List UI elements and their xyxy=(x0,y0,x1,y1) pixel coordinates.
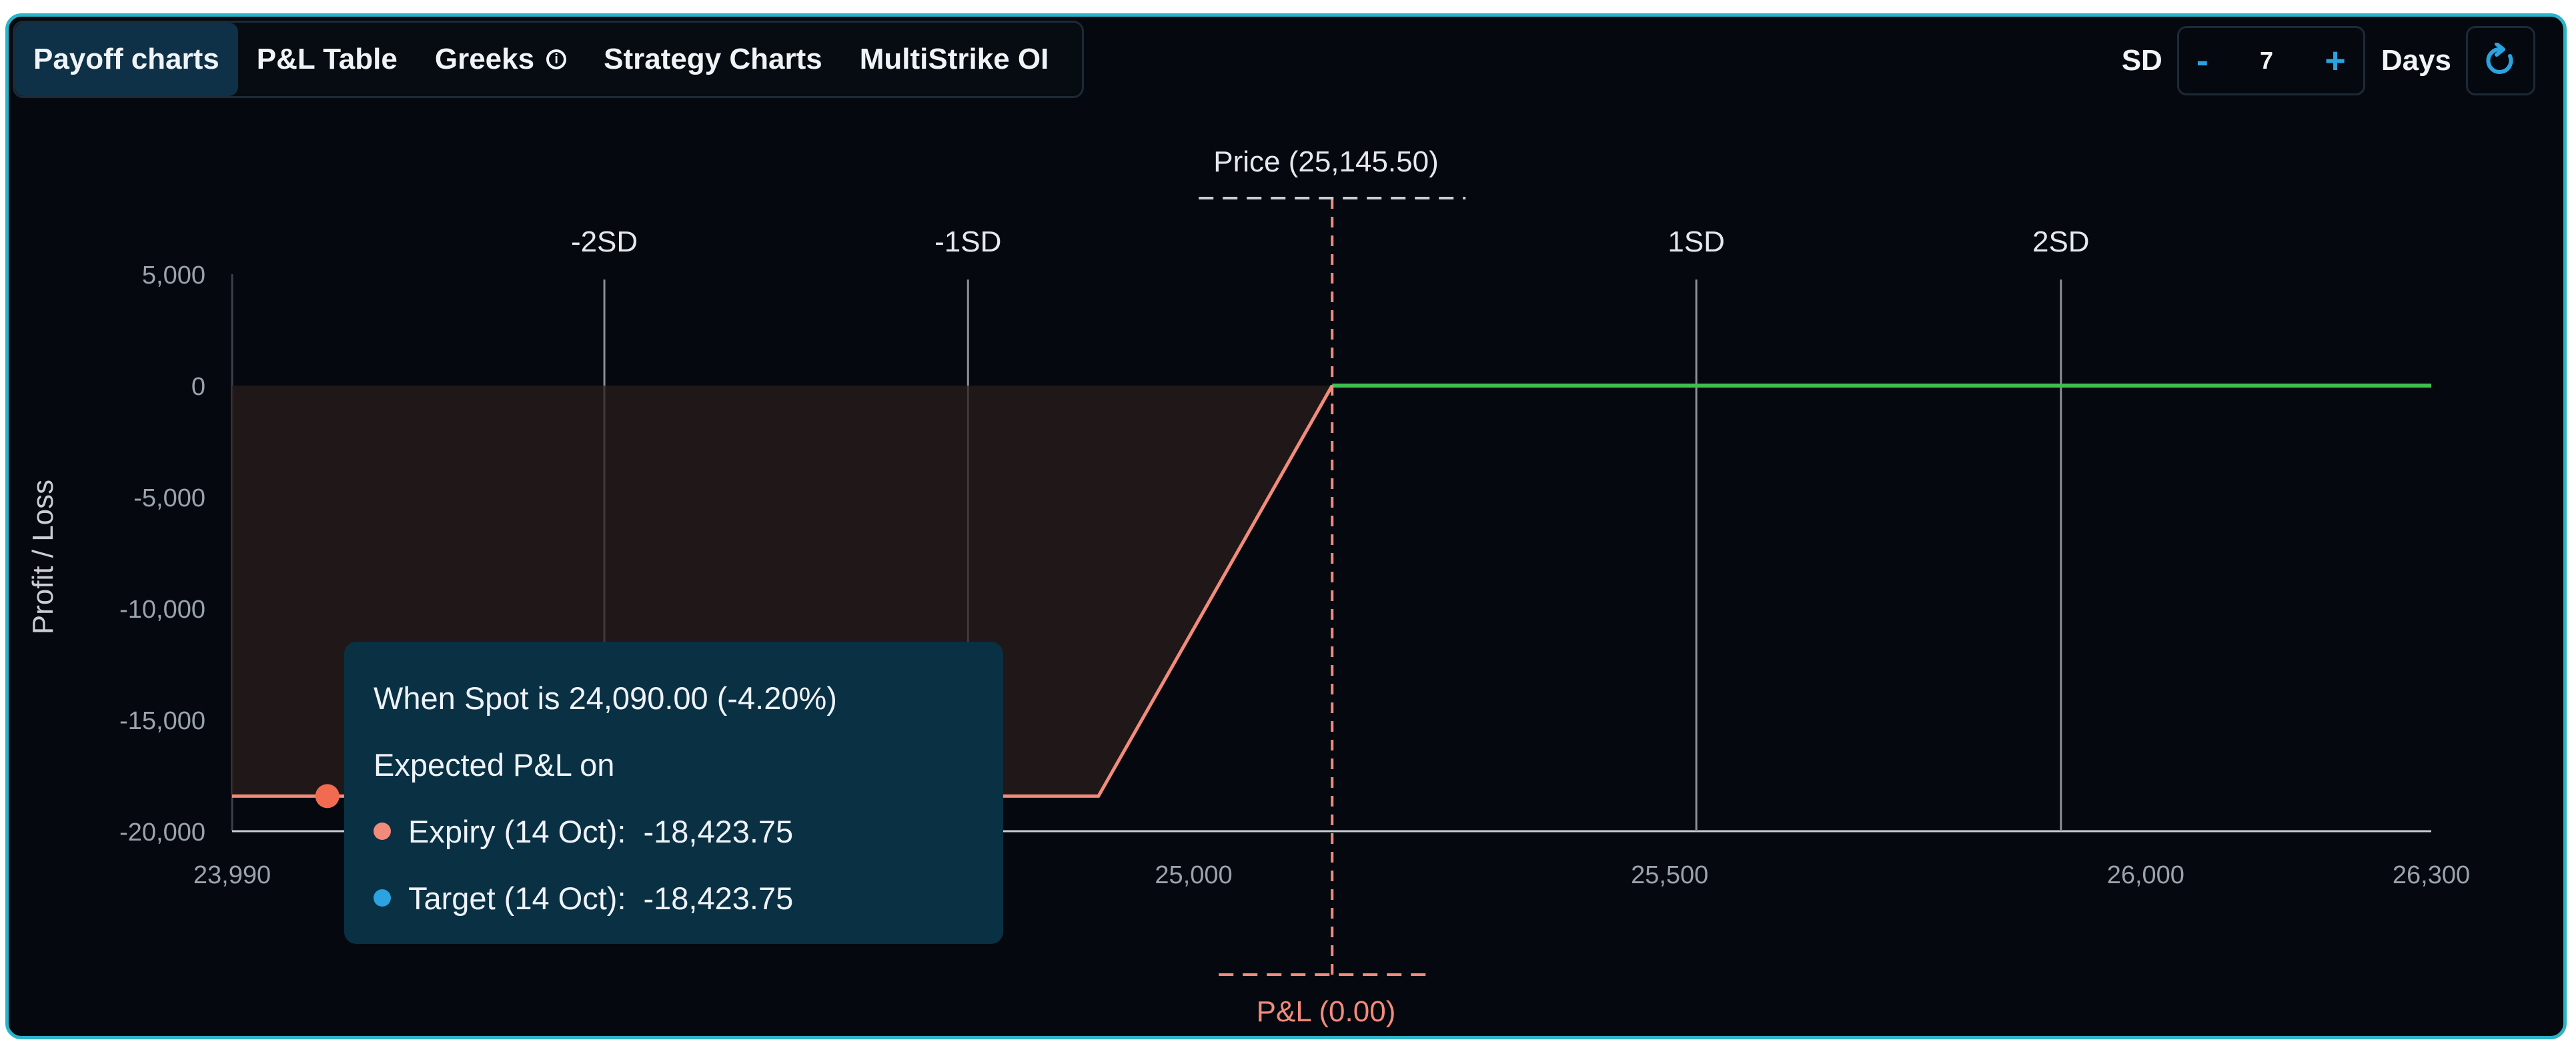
tab-greeks[interactable]: Greeks i xyxy=(416,23,585,96)
refresh-button[interactable] xyxy=(2466,26,2535,95)
tab-payoff-charts[interactable]: Payoff charts xyxy=(15,23,238,96)
tooltip-subtitle: Expected P&L on xyxy=(374,746,615,782)
x-tick-label: 25,500 xyxy=(1631,861,1708,889)
y-tick-label: 0 xyxy=(191,373,205,401)
y-tick-label: 5,000 xyxy=(142,262,205,290)
decrement-button[interactable]: - xyxy=(2196,41,2208,81)
sd-lines: -2SD -1SD 1SD 2SD xyxy=(571,225,2090,831)
days-stepper: - 7 + xyxy=(2176,26,2365,95)
tab-label: Greeks xyxy=(434,43,535,75)
y-tick-label: -5,000 xyxy=(133,484,205,512)
hover-tooltip: When Spot is 24,090.00 (-4.20%) Expected… xyxy=(344,642,1003,944)
tab-label: P&L Table xyxy=(256,43,398,75)
tooltip-title: When Spot is 24,090.00 (-4.20%) xyxy=(374,680,837,716)
expiry-dot-icon xyxy=(374,823,391,840)
y-tick-label: -10,000 xyxy=(119,596,205,624)
tab-label: Strategy Charts xyxy=(604,43,822,75)
target-dot-icon xyxy=(374,889,391,907)
target-label: Target (14 Oct): xyxy=(408,880,626,916)
tab-label: Payoff charts xyxy=(33,43,219,75)
days-label: Days xyxy=(2381,44,2451,77)
x-axis: 23,990 25,000 25,500 26,000 26,300 xyxy=(193,830,2470,889)
y-tick-label: -15,000 xyxy=(119,707,205,735)
sd-line-label: 2SD xyxy=(2032,225,2090,258)
x-tick-label: 25,000 xyxy=(1155,861,1232,889)
expiry-value: -18,423.75 xyxy=(643,813,794,849)
tab-strategy-charts[interactable]: Strategy Charts xyxy=(585,23,841,96)
y-axis: 5,000 0 -5,000 -10,000 -15,000 -20,000 xyxy=(119,262,233,847)
days-value[interactable]: 7 xyxy=(2260,47,2274,74)
chart-tabs: Payoff charts P&L Table Greeks i Strategy… xyxy=(13,21,1085,98)
info-icon[interactable]: i xyxy=(546,49,567,69)
tooltip-target-row: Target (14 Oct): -18,423.75 xyxy=(374,865,974,931)
target-value: -18,423.75 xyxy=(643,880,794,916)
price-label: Price (25,145.50) xyxy=(1213,145,1439,178)
y-tick-label: -20,000 xyxy=(119,819,205,847)
payoff-panel: 5,000 0 -5,000 -10,000 -15,000 -20,000 23,990… xyxy=(5,13,2567,1039)
sd-line-label: -1SD xyxy=(934,225,1001,258)
expiry-label: Expiry (14 Oct): xyxy=(408,813,626,849)
tooltip-expiry-row: Expiry (14 Oct): -18,423.75 xyxy=(374,798,974,865)
sd-line-label: 1SD xyxy=(1668,225,1725,258)
sd-line-label: -2SD xyxy=(571,225,638,258)
tab-multistrike-oi[interactable]: MultiStrike OI xyxy=(841,23,1068,96)
tab-pl-table[interactable]: P&L Table xyxy=(238,23,416,96)
sd-label: SD xyxy=(2121,44,2162,77)
pnl-label: P&L (0.00) xyxy=(1257,995,1396,1028)
price-marker xyxy=(1199,197,1466,976)
sd-controls: SD - 7 + Days xyxy=(2122,22,2535,99)
x-tick-label: 23,990 xyxy=(193,861,271,889)
y-axis-label: Profit / Loss xyxy=(27,480,59,634)
x-tick-label: 26,000 xyxy=(2107,861,2184,889)
hover-point[interactable] xyxy=(315,784,340,809)
x-tick-label: 26,300 xyxy=(2393,861,2470,889)
tab-label: MultiStrike OI xyxy=(859,43,1049,75)
refresh-icon xyxy=(2486,43,2513,74)
increment-button[interactable]: + xyxy=(2325,41,2346,81)
